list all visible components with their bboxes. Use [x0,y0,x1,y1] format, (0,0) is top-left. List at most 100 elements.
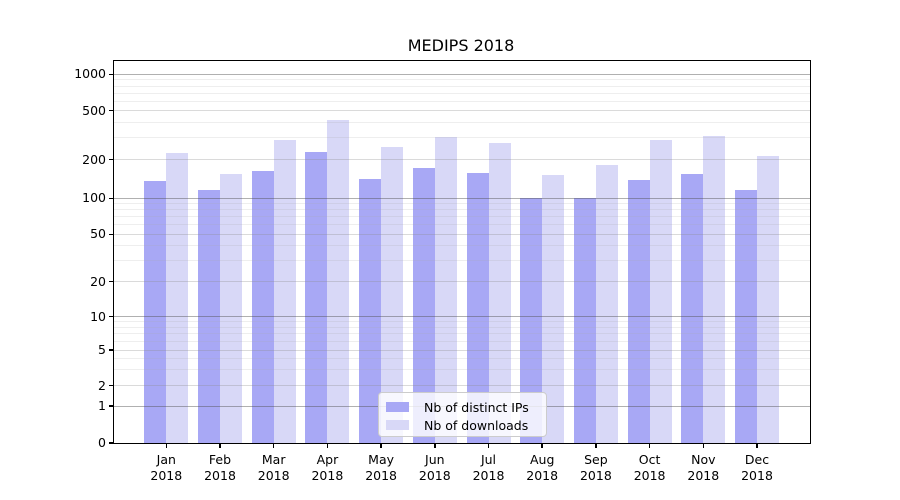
x-tick-label: Aug 2018 [526,452,559,483]
gridline [114,159,810,160]
y-tick-mark [109,405,113,407]
bar-downloads [434,136,457,443]
y-tick-label: 500 [82,102,106,118]
legend-entry-downloads: Nb of downloads [386,416,538,434]
gridline [114,333,810,335]
gridline [114,358,810,360]
gridline [114,321,810,323]
legend: Nb of distinct IPs Nb of downloads [378,392,547,437]
x-tick-label: Jan 2018 [150,452,183,483]
bar-distinct-ips [573,198,596,443]
y-tick-label: 100 [82,190,106,206]
x-tick-mark [434,443,436,448]
y-tick-label: 50 [90,226,106,242]
gridline [114,203,810,205]
gridline [114,281,810,283]
y-tick-mark [109,233,113,236]
y-tick-mark [109,73,113,76]
plot-area [113,60,811,444]
x-tick-label: Oct 2018 [633,452,666,483]
y-tick-label: 1000 [74,66,106,82]
x-tick-label: Nov 2018 [687,452,720,483]
y-tick-mark [109,197,113,200]
y-tick-label: 1 [98,398,106,413]
y-tick-mark [109,280,113,283]
x-tick-label: Jul 2018 [472,452,505,483]
gridline [114,216,810,218]
x-tick-mark [648,443,651,448]
bar-downloads [757,156,779,443]
x-tick-mark [326,443,329,448]
x-tick-mark [702,443,705,448]
legend-label-distinct-ips: Nb of distinct IPs [424,399,529,415]
legend-swatch-downloads [386,420,409,430]
gridline [114,197,810,199]
gridline [114,245,810,247]
gridline [114,122,810,124]
y-tick-label: 20 [90,273,106,289]
x-tick-label: Dec 2018 [741,452,773,483]
x-tick-label: Mar 2018 [257,452,290,483]
gridline [114,224,810,226]
bar-downloads [327,119,350,443]
legend-label-downloads: Nb of downloads [424,417,529,433]
gridline [114,260,810,262]
legend-swatch-distinct-ips [386,402,409,412]
bar-downloads [220,174,242,443]
x-tick-label: Apr 2018 [311,452,344,483]
y-tick-mark [109,315,113,318]
bar-distinct-ips [251,170,274,443]
gridline [114,369,810,371]
bar-downloads [542,174,565,443]
bar-distinct-ips [466,173,489,443]
y-tick-label: 2 [98,377,106,393]
y-tick-label: 0 [98,435,106,450]
x-tick-label: Jun 2018 [418,452,451,483]
x-tick-mark [219,443,221,448]
x-tick-mark [272,443,275,448]
y-tick-mark [109,349,113,351]
gridline [114,340,810,342]
y-tick-label: 5 [98,342,106,357]
y-tick-mark [109,158,113,161]
gridline [114,85,810,87]
bar-distinct-ips [520,198,543,443]
bar-downloads [381,147,404,443]
bar-distinct-ips [627,180,650,443]
x-tick-label: Feb 2018 [204,452,236,483]
bar-downloads [273,140,296,443]
gridline [114,385,810,387]
bar-downloads [703,136,726,443]
legend-entry-distinct-ips: Nb of distinct IPs [386,398,538,416]
bar-distinct-ips [735,189,757,443]
x-tick-mark [165,443,168,448]
y-tick-mark [109,442,113,444]
x-tick-mark [541,443,543,448]
x-tick-mark [595,443,597,448]
x-tick-label: May 2018 [365,452,397,483]
x-tick-mark [756,443,758,448]
gridline [114,233,810,235]
gridline [114,209,810,211]
y-tick-label: 10 [90,308,106,324]
bar-distinct-ips [359,179,382,443]
gridline [114,326,810,328]
bar-downloads [649,140,672,443]
bar-distinct-ips [412,168,435,443]
gridline [114,349,810,351]
gridline [114,92,810,94]
gridline [114,110,810,112]
bar-distinct-ips [144,180,167,443]
y-tick-mark [109,109,113,112]
gridline [114,316,810,318]
chart-title: MEDIPS 2018 [407,36,515,55]
gridline [114,79,810,81]
bar-distinct-ips [681,173,704,443]
bar-distinct-ips [305,152,328,443]
x-tick-mark [380,443,382,448]
gridline [114,73,810,75]
bar-distinct-ips [198,190,220,443]
y-tick-mark [109,384,113,387]
bar-downloads [595,165,618,443]
